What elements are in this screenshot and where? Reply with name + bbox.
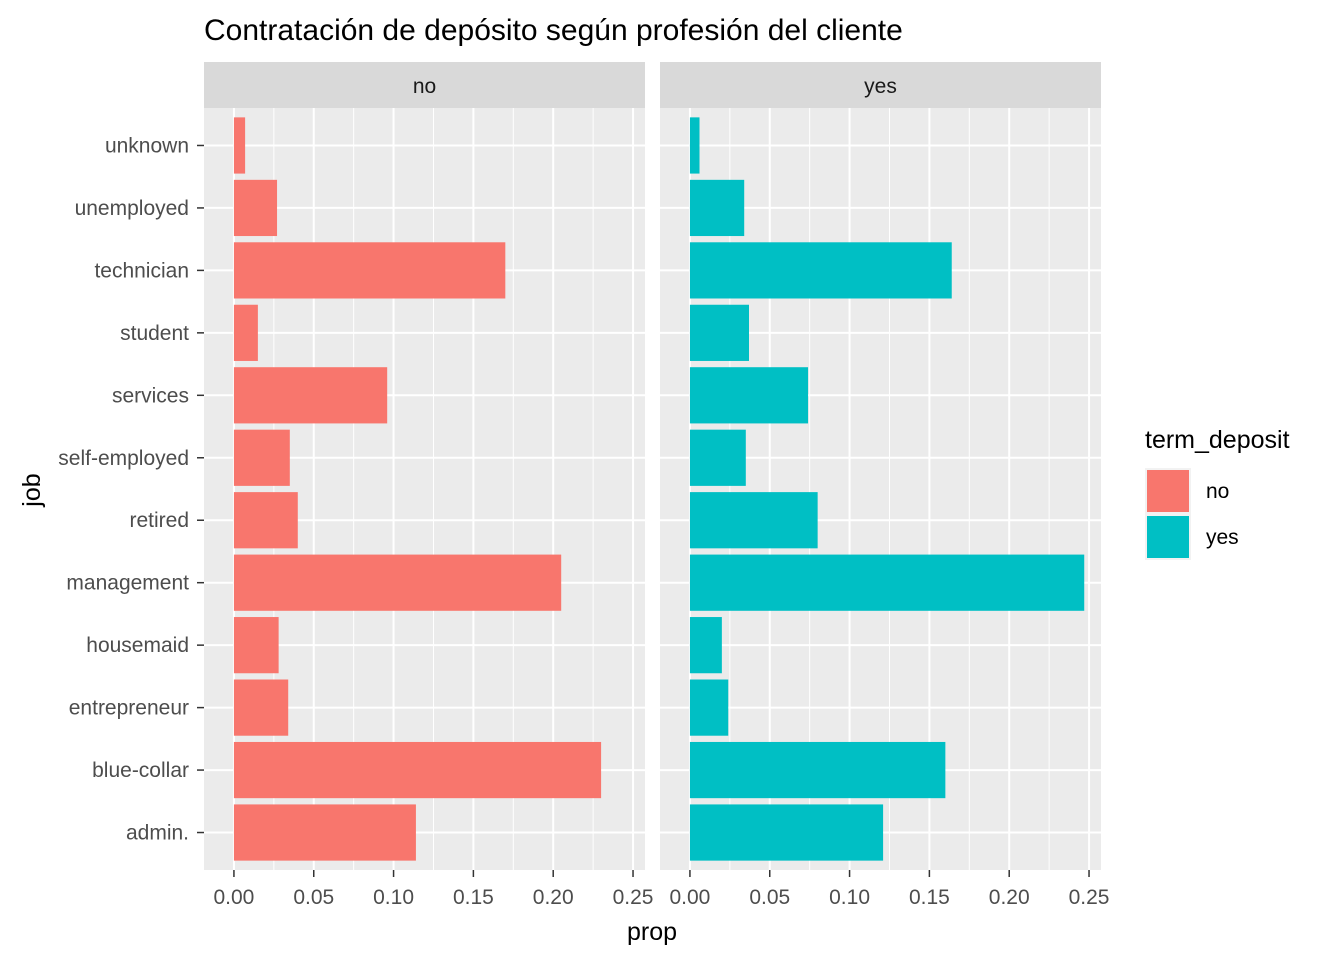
x-tick-label: 0.05 — [293, 886, 334, 909]
facet-strip-label: yes — [864, 75, 897, 98]
facet-strip — [660, 62, 1101, 108]
bar-yes-unemployed — [689, 179, 745, 237]
y-tick-label: retired — [129, 509, 189, 532]
bar-yes-technician — [689, 242, 952, 299]
y-tick-label: self-employed — [58, 447, 189, 470]
bar-no-unknown — [233, 117, 246, 174]
facet-strip — [204, 62, 645, 108]
legend-label: yes — [1206, 526, 1239, 549]
bar-yes-management — [689, 554, 1085, 611]
bar-yes-services — [689, 367, 809, 424]
legend: term_deposit no yes — [1145, 426, 1290, 560]
x-tick-label: 0.25 — [1069, 886, 1110, 909]
facet-strip-label: no — [413, 75, 436, 98]
bar-yes-admin. — [689, 804, 884, 861]
x-tick-label: 0.10 — [373, 886, 414, 909]
legend-label: no — [1206, 480, 1229, 503]
y-tick-label: management — [66, 572, 189, 595]
legend-item-no: no — [1145, 468, 1229, 514]
bar-no-management — [233, 554, 562, 611]
y-tick-label: entrepreneur — [69, 697, 189, 720]
bar-no-self-employed — [233, 429, 290, 486]
bar-no-blue-collar — [233, 741, 602, 799]
bar-no-unemployed — [233, 179, 278, 237]
bar-yes-blue-collar — [689, 741, 946, 799]
facet-panel-no: no 0.00 0.05 0.10 0.15 0.20 0.25 — [204, 62, 653, 909]
y-tick-label: housemaid — [86, 634, 189, 657]
x-tick-label: 0.15 — [909, 886, 950, 909]
y-tick-label: admin. — [126, 822, 189, 845]
legend-item-yes: yes — [1145, 514, 1239, 560]
bar-yes-housemaid — [689, 617, 722, 674]
y-tick-label: blue-collar — [92, 759, 189, 782]
bar-no-admin. — [233, 804, 416, 861]
chart-title: Contratación de depósito según profesión… — [204, 14, 903, 47]
facet-panel-yes: yes 0.00 0.05 0.10 0.15 0.20 0.25 — [660, 62, 1109, 909]
y-axis-title: job — [18, 473, 46, 507]
bar-no-technician — [233, 242, 506, 299]
bar-yes-unknown — [689, 117, 700, 174]
y-tick-label: student — [120, 322, 189, 345]
y-tick-label: services — [112, 384, 189, 407]
x-tick-label: 0.25 — [613, 886, 654, 909]
bar-yes-self-employed — [689, 429, 746, 486]
x-tick-label: 0.00 — [669, 886, 710, 909]
legend-swatch — [1147, 470, 1189, 512]
legend-swatch — [1147, 516, 1189, 558]
y-tick-label: unknown — [105, 134, 189, 157]
bar-yes-entrepreneur — [689, 679, 729, 736]
x-tick-label: 0.15 — [453, 886, 494, 909]
legend-title: term_deposit — [1145, 426, 1290, 454]
x-tick-label: 0.20 — [989, 886, 1030, 909]
x-tick-label: 0.20 — [533, 886, 574, 909]
bar-no-services — [233, 367, 388, 424]
bar-no-retired — [233, 492, 298, 549]
bar-no-housemaid — [233, 617, 279, 674]
x-tick-label: 0.00 — [213, 886, 254, 909]
facet-panels: no 0.00 0.05 0.10 0.15 0.20 0.25 yes 0.00 0.05 0.1… — [204, 62, 1109, 909]
legend-items: no yes — [1145, 468, 1239, 560]
bar-no-student — [233, 304, 258, 361]
x-axis-title: prop — [627, 918, 677, 946]
y-tick-label: technician — [94, 259, 189, 282]
bar-yes-retired — [689, 492, 818, 549]
x-tick-label: 0.05 — [749, 886, 790, 909]
x-tick-label: 0.10 — [829, 886, 870, 909]
y-tick-label: unemployed — [75, 197, 189, 220]
bar-no-entrepreneur — [233, 679, 289, 736]
bar-yes-student — [689, 304, 749, 361]
y-axis: admin. blue-collar entrepreneur housemaid ma… — [58, 134, 204, 845]
